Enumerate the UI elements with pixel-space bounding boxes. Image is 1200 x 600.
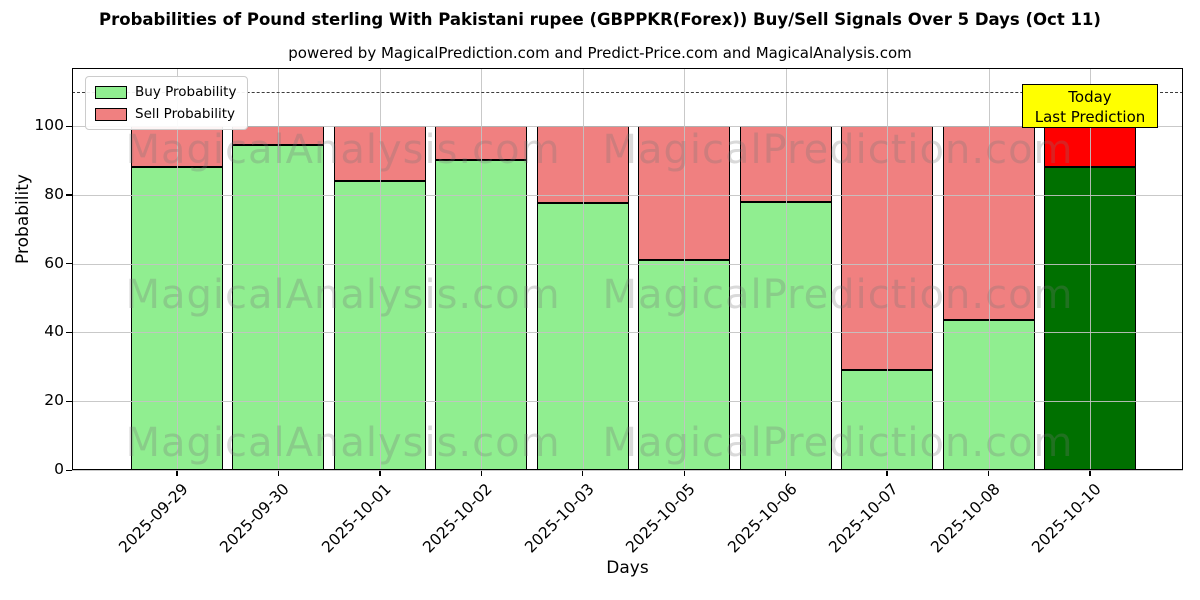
vertical-gridline <box>887 68 889 470</box>
y-tick-mark <box>66 331 72 334</box>
x-tick-mark <box>987 470 990 476</box>
y-tick-label: 80 <box>44 184 64 203</box>
vertical-gridline <box>684 68 686 470</box>
x-tick-mark <box>785 470 787 476</box>
y-tick-label: 100 <box>34 116 64 135</box>
vertical-gridline <box>988 68 990 470</box>
y-tick-mark <box>66 125 72 127</box>
vertical-gridline <box>1089 68 1091 470</box>
horizontal-gridline <box>72 194 1183 196</box>
horizontal-gridline <box>72 470 1183 471</box>
buy-swatch-icon <box>95 85 127 99</box>
horizontal-gridline <box>72 263 1183 265</box>
y-tick-mark <box>66 469 72 471</box>
sell-swatch-icon <box>95 107 127 121</box>
x-tick-mark <box>379 470 381 476</box>
vertical-gridline <box>481 68 483 470</box>
horizontal-gridline <box>72 401 1183 403</box>
horizontal-gridline <box>72 126 1183 128</box>
legend-buy-label: Buy Probability <box>135 84 237 100</box>
legend-sell-label: Sell Probability <box>135 106 236 122</box>
y-tick-label: 0 <box>54 460 64 478</box>
horizontal-gridline <box>72 332 1183 334</box>
vertical-gridline <box>379 68 381 470</box>
legend: Buy Probability Sell Probability <box>85 76 249 130</box>
today-annotation-line2: Last Prediction <box>1034 108 1146 126</box>
x-tick-mark <box>886 470 888 476</box>
vertical-gridline <box>785 68 787 470</box>
y-tick-mark <box>66 263 72 265</box>
y-tick-label: 20 <box>44 391 64 410</box>
chart-title: Probabilities of Pound sterling With Pak… <box>99 10 1101 29</box>
x-tick-mark <box>1089 470 1091 476</box>
today-annotation: Today Last Prediction <box>1022 84 1158 128</box>
x-tick-mark <box>582 470 584 476</box>
x-tick-mark <box>683 470 685 476</box>
x-tick-mark <box>277 470 280 476</box>
vertical-gridline <box>278 68 280 470</box>
today-annotation-line1: Today <box>1068 88 1112 106</box>
x-tick-label: 2025-09-29 <box>115 480 192 557</box>
chart-subtitle: powered by MagicalPrediction.com and Pre… <box>288 44 912 62</box>
y-tick-label: 40 <box>44 322 64 341</box>
legend-item-sell: Sell Probability <box>95 106 236 122</box>
plot-area: MagicalAnalysis.com MagicalPrediction.com… <box>72 68 1183 471</box>
vertical-gridline <box>177 68 178 470</box>
x-tick-mark <box>176 470 178 476</box>
y-tick-mark <box>66 194 72 196</box>
x-tick-mark <box>480 470 483 476</box>
vertical-gridline <box>582 68 584 470</box>
y-tick-label: 60 <box>44 253 64 272</box>
x-axis-title: Days <box>606 558 649 578</box>
y-tick-mark <box>66 400 72 403</box>
legend-item-buy: Buy Probability <box>95 84 236 100</box>
y-axis-title: Probability <box>13 174 33 264</box>
threshold-dashed-line <box>72 91 1183 93</box>
